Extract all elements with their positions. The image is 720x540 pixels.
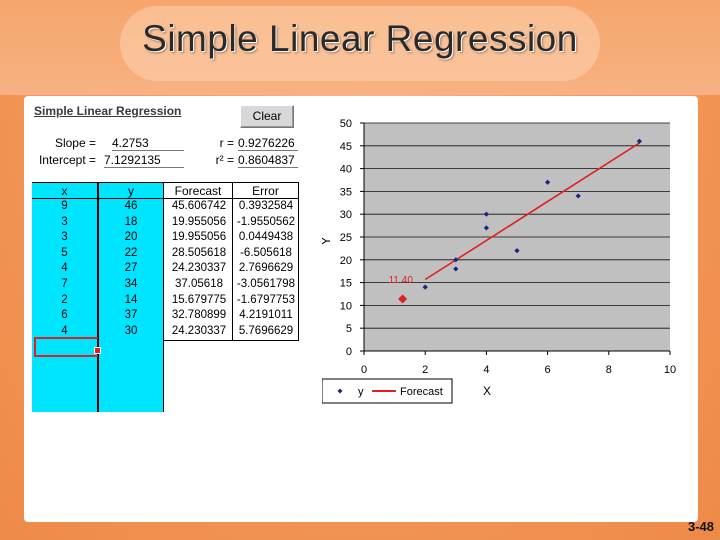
- clear-button[interactable]: Clear: [240, 105, 294, 128]
- x-tick-label: 0: [361, 364, 367, 376]
- data-point-0: [636, 138, 642, 144]
- cell-y-5[interactable]: 34: [124, 278, 138, 290]
- legend-label-forecast: Forecast: [400, 386, 443, 398]
- x-tick-label: 4: [483, 364, 489, 376]
- r2-value: 0.8604837: [238, 153, 298, 168]
- title-band: [0, 0, 720, 95]
- data-bottom-border: [163, 340, 299, 341]
- cell-forecast-6[interactable]: 15.679775: [171, 293, 227, 306]
- y-tick-label: 25: [340, 232, 352, 244]
- chart-svg: 0 5 10 15 20 25 30 35 40 45 50 0 2 4 6 8 10 Y 11.40 y Foreca…: [322, 118, 676, 404]
- cell-x-3[interactable]: 5: [61, 246, 68, 259]
- cell-x-6[interactable]: 2: [61, 293, 68, 306]
- col-divider-3: [232, 182, 233, 340]
- x-tick-label: 8: [606, 364, 612, 376]
- cell-y-4[interactable]: 27: [124, 262, 138, 275]
- col-divider-1: [97, 182, 99, 412]
- header-border: [32, 182, 298, 183]
- y-tick-label: 15: [340, 278, 352, 290]
- data-point-5: [575, 193, 581, 199]
- intercept-label: Intercept =: [38, 153, 96, 167]
- cell-y-6[interactable]: 14: [124, 293, 138, 306]
- cell-error-3[interactable]: -6.505618: [240, 246, 292, 259]
- cell-forecast-2[interactable]: 19.955056: [171, 231, 227, 244]
- selected-cell[interactable]: [34, 337, 98, 357]
- cell-y-0[interactable]: 46: [124, 200, 138, 212]
- cell-error-4[interactable]: 2.7696629: [238, 262, 294, 275]
- cell-x-8[interactable]: 4: [61, 324, 68, 337]
- x-column-fill: [32, 183, 97, 412]
- cell-x-2[interactable]: 3: [61, 231, 68, 244]
- x-tick-label: 6: [545, 364, 551, 376]
- cell-y-7[interactable]: 37: [124, 309, 138, 322]
- r-value: 0.9276226: [238, 136, 298, 151]
- x-tick-label: 2: [422, 364, 428, 376]
- y-tick-label: 40: [340, 164, 352, 176]
- y-axis-label: Y: [322, 237, 333, 245]
- col-divider-2: [163, 182, 164, 412]
- cell-x-1[interactable]: 3: [61, 215, 68, 228]
- slide-number: 3-48: [687, 519, 714, 534]
- cell-error-8[interactable]: 5.7696629: [238, 324, 294, 337]
- cell-x-4[interactable]: 4: [61, 262, 68, 275]
- cell-forecast-4[interactable]: 24.230337: [171, 262, 227, 275]
- y-tick-label: 45: [340, 141, 352, 153]
- legend-box: [322, 378, 453, 404]
- forecast-annotation: 11.40: [389, 275, 414, 286]
- cell-x-7[interactable]: 6: [61, 309, 68, 322]
- y-tick-label: 5: [346, 323, 352, 335]
- r2-label: r² =: [215, 153, 234, 167]
- col-header-y: y: [128, 184, 134, 198]
- cell-y-3[interactable]: 22: [124, 246, 138, 259]
- cell-x-5[interactable]: 7: [61, 278, 68, 290]
- legend-label-y: y: [358, 386, 364, 398]
- col-divider-4: [298, 182, 299, 340]
- y-tick-label: 10: [340, 300, 352, 312]
- cell-forecast-0[interactable]: 45.606742: [171, 200, 227, 212]
- cell-error-6[interactable]: -1.6797753: [236, 293, 296, 306]
- cell-error-1[interactable]: -1.9550562: [236, 215, 296, 228]
- intercept-value: 7.1292135: [104, 153, 184, 168]
- cell-forecast-1[interactable]: 19.955056: [171, 215, 227, 228]
- sheet-title: Simple Linear Regression: [34, 104, 182, 118]
- slide-title: Simple Linear Regression: [142, 18, 578, 59]
- cell-forecast-3[interactable]: 28.505618: [171, 246, 227, 259]
- col-header-forecast: Forecast: [174, 184, 222, 198]
- y-tick-label: 30: [340, 209, 352, 221]
- cell-error-7[interactable]: 4.2191011: [239, 309, 293, 322]
- y-tick-label: 0: [346, 346, 352, 358]
- slope-value: 4.2753: [112, 136, 184, 151]
- data-point-7: [545, 179, 551, 185]
- data-point-3: [514, 248, 520, 254]
- forecast-marker: [398, 294, 408, 304]
- cell-error-0[interactable]: 0.3932584: [238, 200, 294, 212]
- col-header-error: Error: [252, 184, 279, 198]
- r-label: r =: [219, 136, 234, 150]
- col-header-x: x: [61, 184, 68, 198]
- scatter-chart: 0 5 10 15 20 25 30 35 40 45 50 0 2 4 6 8 10 Y 11.40 y Foreca…: [322, 100, 696, 412]
- cell-y-1[interactable]: 18: [124, 215, 138, 228]
- cell-y-2[interactable]: 20: [124, 231, 138, 244]
- y-column-fill: [99, 183, 163, 412]
- cell-y-8[interactable]: 30: [124, 324, 138, 337]
- data-point-2: [453, 257, 459, 263]
- fill-handle[interactable]: [94, 347, 101, 354]
- x-tick-label: 10: [664, 364, 676, 376]
- legend-marker-y: [337, 388, 343, 394]
- y-tick-label: 20: [340, 255, 352, 267]
- cell-forecast-7[interactable]: 32.780899: [171, 309, 227, 322]
- x-axis-label: X: [483, 384, 491, 398]
- cell-forecast-5[interactable]: 37.05618: [175, 278, 223, 290]
- cell-x-0[interactable]: 9: [61, 200, 68, 212]
- spreadsheet: Simple Linear Regression Clear Slope = 4…: [32, 100, 322, 412]
- cell-error-2[interactable]: 0.0449438: [238, 231, 294, 244]
- y-tick-label: 50: [340, 118, 352, 130]
- header-bottom-border: [32, 198, 298, 199]
- y-tick-label: 35: [340, 186, 352, 198]
- forecast-line: [424, 142, 640, 281]
- slope-label: Slope =: [54, 136, 96, 150]
- cell-error-5[interactable]: -3.0561798: [236, 278, 296, 290]
- cell-forecast-8[interactable]: 24.230337: [171, 324, 227, 337]
